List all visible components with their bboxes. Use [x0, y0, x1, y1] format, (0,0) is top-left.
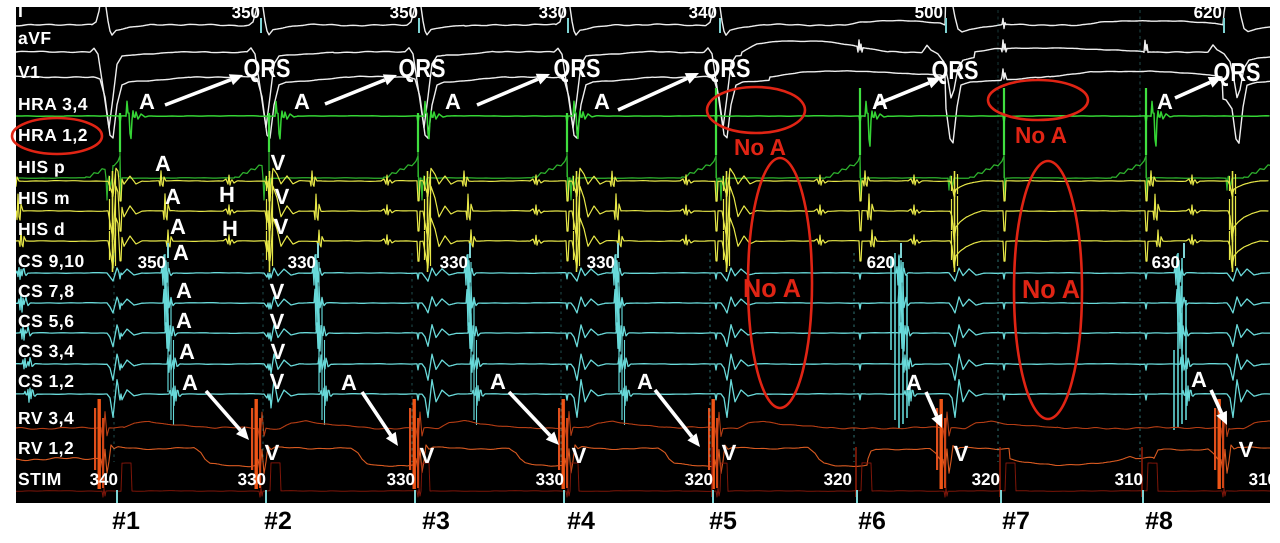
svg-text:V1: V1: [18, 62, 40, 82]
svg-text:V: V: [1239, 437, 1254, 462]
svg-text:RV 1,2: RV 1,2: [18, 438, 74, 458]
svg-text:330: 330: [587, 253, 615, 272]
svg-text:A: A: [490, 369, 506, 394]
svg-text:A: A: [176, 278, 192, 303]
svg-text:HIS d: HIS d: [18, 219, 65, 239]
svg-text:H: H: [222, 216, 238, 241]
svg-text:QRS: QRS: [554, 53, 601, 83]
svg-text:No A: No A: [1022, 274, 1080, 304]
svg-text:V: V: [954, 441, 969, 466]
svg-text:HRA 1,2: HRA 1,2: [18, 125, 88, 145]
svg-text:#3: #3: [422, 507, 450, 535]
svg-text:A: A: [341, 370, 357, 395]
svg-text:HIS p: HIS p: [18, 157, 65, 177]
svg-text:A: A: [294, 89, 310, 114]
svg-text:V: V: [572, 443, 587, 468]
svg-text:CS 9,10: CS 9,10: [18, 251, 85, 271]
svg-text:500: 500: [915, 3, 943, 22]
svg-text:CS 1,2: CS 1,2: [18, 371, 75, 391]
svg-text:V: V: [270, 279, 285, 304]
svg-text:V: V: [722, 440, 737, 465]
svg-text:620: 620: [867, 253, 895, 272]
svg-text:V: V: [420, 443, 435, 468]
svg-text:CS 5,6: CS 5,6: [18, 311, 75, 331]
svg-text:330: 330: [288, 253, 316, 272]
svg-text:350: 350: [138, 253, 166, 272]
svg-text:RV 3,4: RV 3,4: [18, 408, 74, 428]
svg-text:HIS m: HIS m: [18, 188, 70, 208]
svg-text:A: A: [594, 89, 610, 114]
svg-text:330: 330: [387, 470, 415, 489]
svg-text:350: 350: [390, 3, 418, 22]
svg-text:QRS: QRS: [244, 53, 291, 83]
svg-text:310: 310: [1249, 470, 1277, 489]
svg-text:330: 330: [440, 253, 468, 272]
svg-text:V: V: [270, 309, 285, 334]
svg-text:#6: #6: [858, 507, 886, 535]
svg-text:No A: No A: [734, 134, 786, 160]
svg-text:#2: #2: [264, 507, 292, 535]
svg-text:A: A: [176, 308, 192, 333]
svg-text:A: A: [906, 370, 922, 395]
svg-text:A: A: [170, 214, 186, 239]
svg-text:A: A: [1191, 367, 1207, 392]
svg-text:QRS: QRS: [932, 55, 979, 85]
svg-text:#4: #4: [567, 507, 595, 535]
svg-text:V: V: [271, 150, 286, 175]
svg-text:A: A: [637, 369, 653, 394]
svg-text:#1: #1: [112, 507, 140, 535]
svg-text:V: V: [270, 369, 285, 394]
svg-text:630: 630: [1152, 253, 1180, 272]
svg-text:CS 3,4: CS 3,4: [18, 341, 75, 361]
svg-text:320: 320: [824, 470, 852, 489]
svg-text:#8: #8: [1145, 507, 1173, 535]
svg-text:350: 350: [232, 3, 260, 22]
svg-text:I: I: [18, 1, 23, 21]
svg-text:A: A: [165, 184, 181, 209]
svg-text:330: 330: [536, 470, 564, 489]
svg-text:No A: No A: [1015, 122, 1067, 148]
svg-text:320: 320: [685, 470, 713, 489]
svg-text:A: A: [155, 151, 171, 176]
svg-text:QRS: QRS: [399, 53, 446, 83]
svg-text:620: 620: [1194, 3, 1222, 22]
svg-text:310: 310: [1115, 470, 1143, 489]
svg-text:A: A: [445, 89, 461, 114]
svg-text:V: V: [265, 440, 280, 465]
svg-text:V: V: [274, 214, 289, 239]
svg-text:aVF: aVF: [18, 28, 52, 48]
svg-text:330: 330: [539, 3, 567, 22]
svg-text:330: 330: [238, 470, 266, 489]
svg-text:A: A: [173, 240, 189, 265]
svg-text:QRS: QRS: [704, 53, 751, 83]
svg-text:STIM: STIM: [18, 469, 62, 489]
svg-text:A: A: [179, 339, 195, 364]
svg-text:QRS: QRS: [1214, 57, 1261, 87]
svg-text:340: 340: [689, 3, 717, 22]
svg-text:CS 7,8: CS 7,8: [18, 281, 75, 301]
svg-text:H: H: [219, 182, 235, 207]
svg-text:A: A: [1157, 89, 1173, 114]
svg-text:A: A: [139, 89, 155, 114]
svg-text:#5: #5: [709, 507, 737, 535]
svg-text:#7: #7: [1002, 507, 1030, 535]
svg-text:V: V: [275, 184, 290, 209]
svg-text:340: 340: [90, 470, 118, 489]
svg-text:A: A: [182, 370, 198, 395]
svg-text:No A: No A: [743, 273, 801, 303]
svg-text:V: V: [271, 339, 286, 364]
svg-text:HRA 3,4: HRA 3,4: [18, 94, 88, 114]
svg-text:320: 320: [972, 470, 1000, 489]
